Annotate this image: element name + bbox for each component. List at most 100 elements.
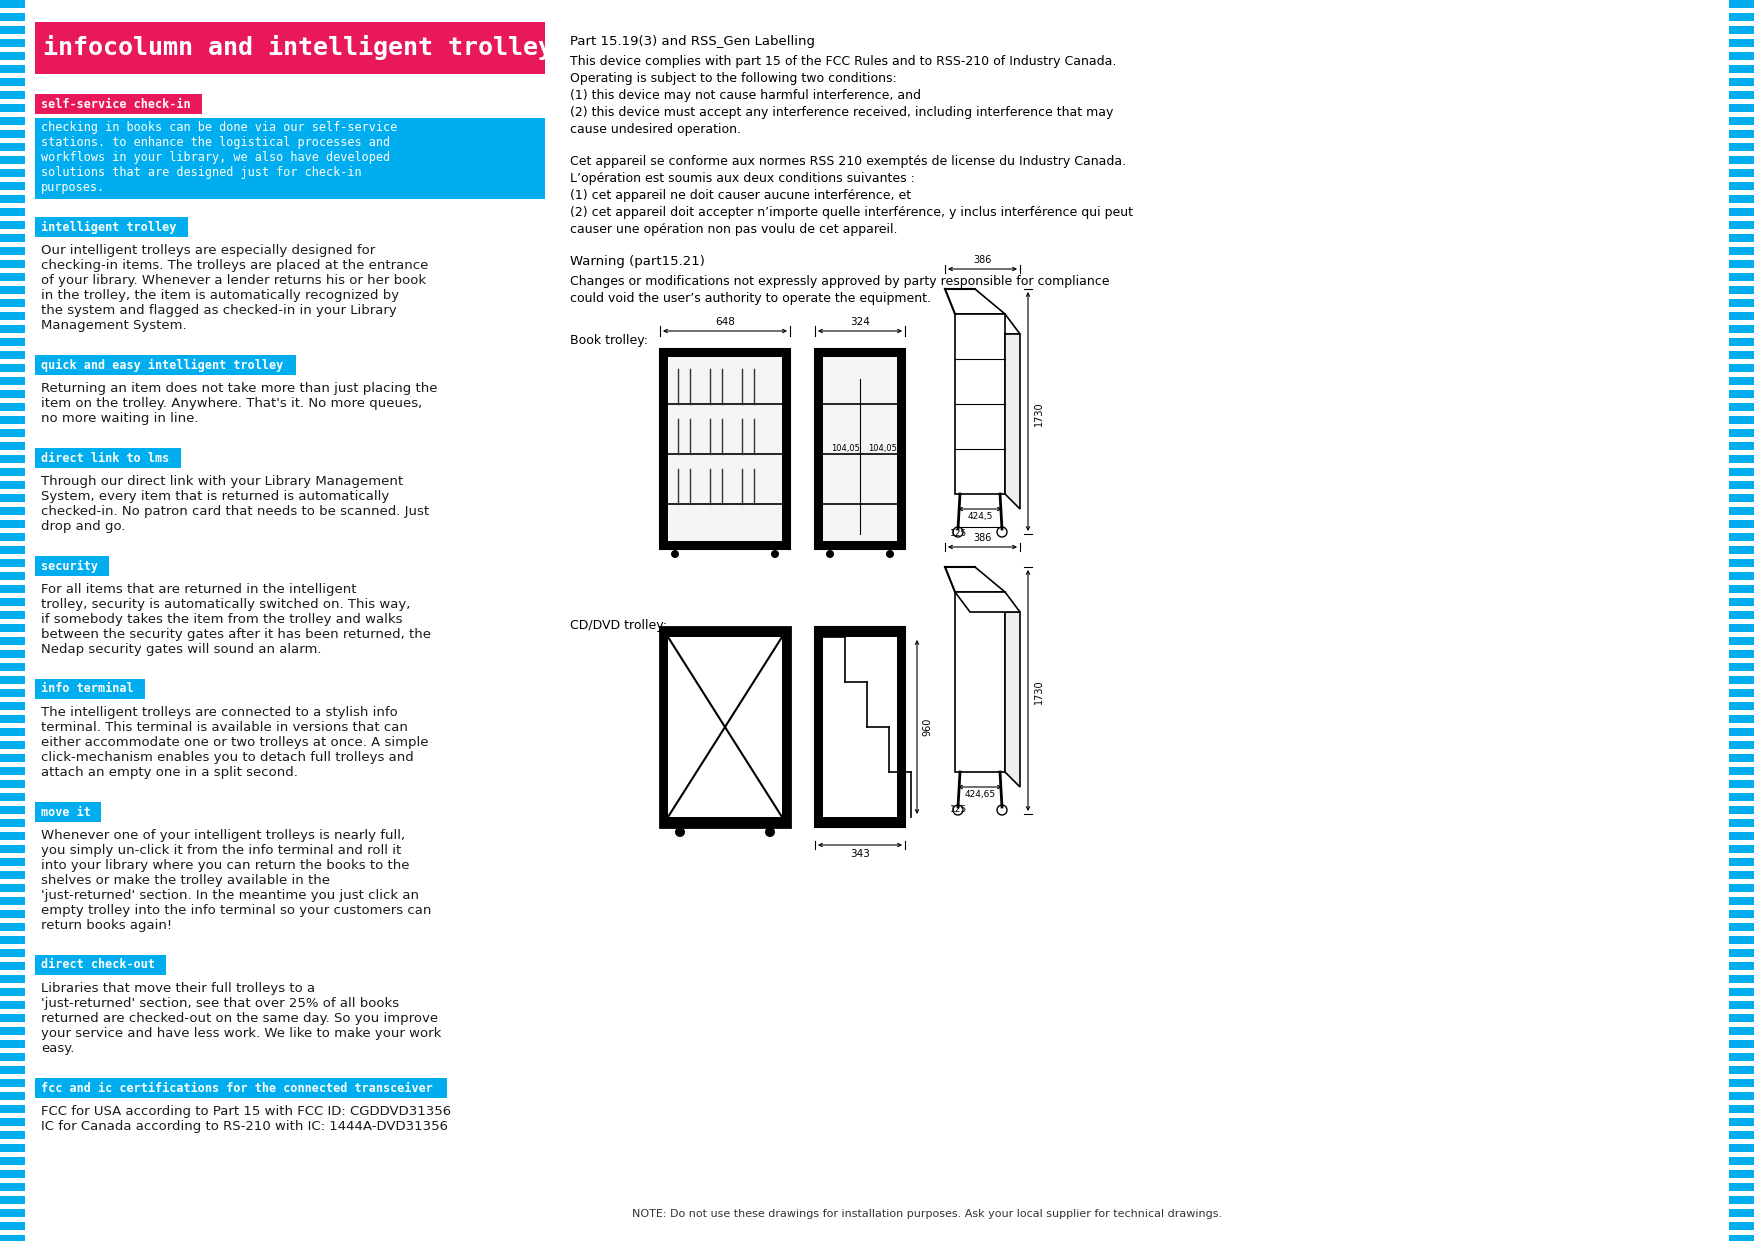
- Text: 424,5: 424,5: [966, 513, 993, 521]
- Text: L’opération est soumis aux deux conditions suivantes :: L’opération est soumis aux deux conditio…: [570, 172, 916, 185]
- Bar: [0, 962, 25, 970]
- Text: item on the trolley. Anywhere. That's it. No more queues,: item on the trolley. Anywhere. That's it…: [40, 397, 423, 410]
- Bar: [0, 858, 25, 866]
- Bar: [0, 390, 25, 398]
- Text: (2) cet appareil doit accepter n’importe quelle interférence, y inclus interfére: (2) cet appareil doit accepter n’importe…: [570, 206, 1133, 218]
- Bar: [1729, 1092, 1754, 1100]
- Bar: [0, 482, 25, 489]
- Text: click-mechanism enables you to detach full trolleys and: click-mechanism enables you to detach fu…: [40, 751, 414, 764]
- Bar: [0, 520, 25, 527]
- Text: (2) this device must accept any interference received, including interference th: (2) this device must accept any interfer…: [570, 105, 1114, 119]
- Bar: [954, 592, 1005, 772]
- Bar: [0, 1235, 25, 1241]
- Text: Whenever one of your intelligent trolleys is nearly full,: Whenever one of your intelligent trolley…: [40, 829, 405, 841]
- Text: attach an empty one in a split second.: attach an empty one in a split second.: [40, 766, 298, 779]
- Bar: [1729, 728, 1754, 736]
- Text: no more waiting in line.: no more waiting in line.: [40, 412, 198, 424]
- Bar: [1729, 482, 1754, 489]
- Circle shape: [772, 550, 779, 558]
- Polygon shape: [954, 592, 1021, 612]
- Text: direct check-out: direct check-out: [40, 958, 154, 972]
- Text: Management System.: Management System.: [40, 319, 186, 333]
- Bar: [1729, 637, 1754, 645]
- Bar: [660, 349, 668, 549]
- Bar: [0, 494, 25, 503]
- Bar: [1729, 1066, 1754, 1073]
- Bar: [0, 117, 25, 125]
- Bar: [1729, 38, 1754, 47]
- Bar: [0, 78, 25, 86]
- Bar: [0, 429, 25, 437]
- Bar: [1729, 663, 1754, 671]
- Bar: [0, 26, 25, 34]
- Bar: [1729, 1054, 1754, 1061]
- Bar: [1729, 468, 1754, 477]
- Bar: [35, 1078, 447, 1098]
- Bar: [0, 624, 25, 632]
- Bar: [0, 1183, 25, 1191]
- Circle shape: [996, 805, 1007, 815]
- Bar: [1729, 689, 1754, 697]
- Bar: [1729, 429, 1754, 437]
- Bar: [1729, 1014, 1754, 1023]
- Text: info terminal: info terminal: [40, 683, 133, 695]
- Text: you simply un-click it from the info terminal and roll it: you simply un-click it from the info ter…: [40, 844, 402, 858]
- Polygon shape: [1005, 334, 1021, 509]
- Bar: [0, 1092, 25, 1100]
- Bar: [1729, 143, 1754, 151]
- Bar: [1729, 831, 1754, 840]
- Bar: [1729, 1001, 1754, 1009]
- Bar: [0, 182, 25, 190]
- Bar: [0, 1144, 25, 1152]
- Bar: [35, 22, 545, 74]
- Bar: [1729, 1222, 1754, 1230]
- Text: FCC for USA according to Part 15 with FCC ID: CGDDVD31356: FCC for USA according to Part 15 with FC…: [40, 1104, 451, 1118]
- Bar: [1729, 936, 1754, 944]
- Bar: [0, 767, 25, 774]
- Text: fcc and ic certifications for the connected transceiver: fcc and ic certifications for the connec…: [40, 1081, 433, 1095]
- Bar: [0, 598, 25, 606]
- Bar: [1729, 871, 1754, 879]
- Text: empty trolley into the info terminal so your customers can: empty trolley into the info terminal so …: [40, 903, 431, 917]
- Text: stations. to enhance the logistical processes and: stations. to enhance the logistical proc…: [40, 137, 389, 149]
- Text: Part 15.19(3) and RSS_Gen Labelling: Part 15.19(3) and RSS_Gen Labelling: [570, 35, 816, 48]
- Text: either accommodate one or two trolleys at once. A simple: either accommodate one or two trolleys a…: [40, 736, 428, 750]
- Text: infocolumn and intelligent trolley: infocolumn and intelligent trolley: [44, 36, 553, 61]
- Text: could void the user’s authority to operate the equipment.: could void the user’s authority to opera…: [570, 292, 931, 305]
- Text: Our intelligent trolleys are especially designed for: Our intelligent trolleys are especially …: [40, 244, 375, 257]
- Bar: [35, 556, 109, 576]
- Bar: [1729, 390, 1754, 398]
- Circle shape: [952, 527, 963, 537]
- Bar: [1729, 26, 1754, 34]
- Bar: [1729, 182, 1754, 190]
- Bar: [0, 1066, 25, 1073]
- Bar: [0, 546, 25, 553]
- Bar: [1729, 715, 1754, 724]
- Bar: [1729, 351, 1754, 359]
- Bar: [0, 871, 25, 879]
- Text: in the trolley, the item is automatically recognized by: in the trolley, the item is automaticall…: [40, 289, 400, 302]
- Bar: [1729, 104, 1754, 112]
- Bar: [0, 689, 25, 697]
- Bar: [0, 1131, 25, 1139]
- Bar: [0, 261, 25, 268]
- Text: For all items that are returned in the intelligent: For all items that are returned in the i…: [40, 583, 356, 596]
- Bar: [0, 702, 25, 710]
- Bar: [1729, 325, 1754, 333]
- Text: 125: 125: [951, 805, 966, 814]
- Bar: [0, 104, 25, 112]
- Bar: [0, 923, 25, 931]
- Bar: [1729, 1144, 1754, 1152]
- Bar: [0, 755, 25, 762]
- Bar: [954, 314, 1005, 494]
- Bar: [0, 884, 25, 892]
- Text: shelves or make the trolley available in the: shelves or make the trolley available in…: [40, 874, 330, 887]
- Bar: [660, 349, 789, 549]
- Text: Changes or modifications not expressly approved by party responsible for complia: Changes or modifications not expressly a…: [570, 276, 1110, 288]
- Bar: [0, 611, 25, 619]
- Bar: [0, 351, 25, 359]
- Bar: [660, 541, 789, 549]
- Text: This device complies with part 15 of the FCC Rules and to RSS-210 of Industry Ca: This device complies with part 15 of the…: [570, 55, 1116, 68]
- Text: cause undesired operation.: cause undesired operation.: [570, 123, 740, 137]
- Bar: [1729, 793, 1754, 800]
